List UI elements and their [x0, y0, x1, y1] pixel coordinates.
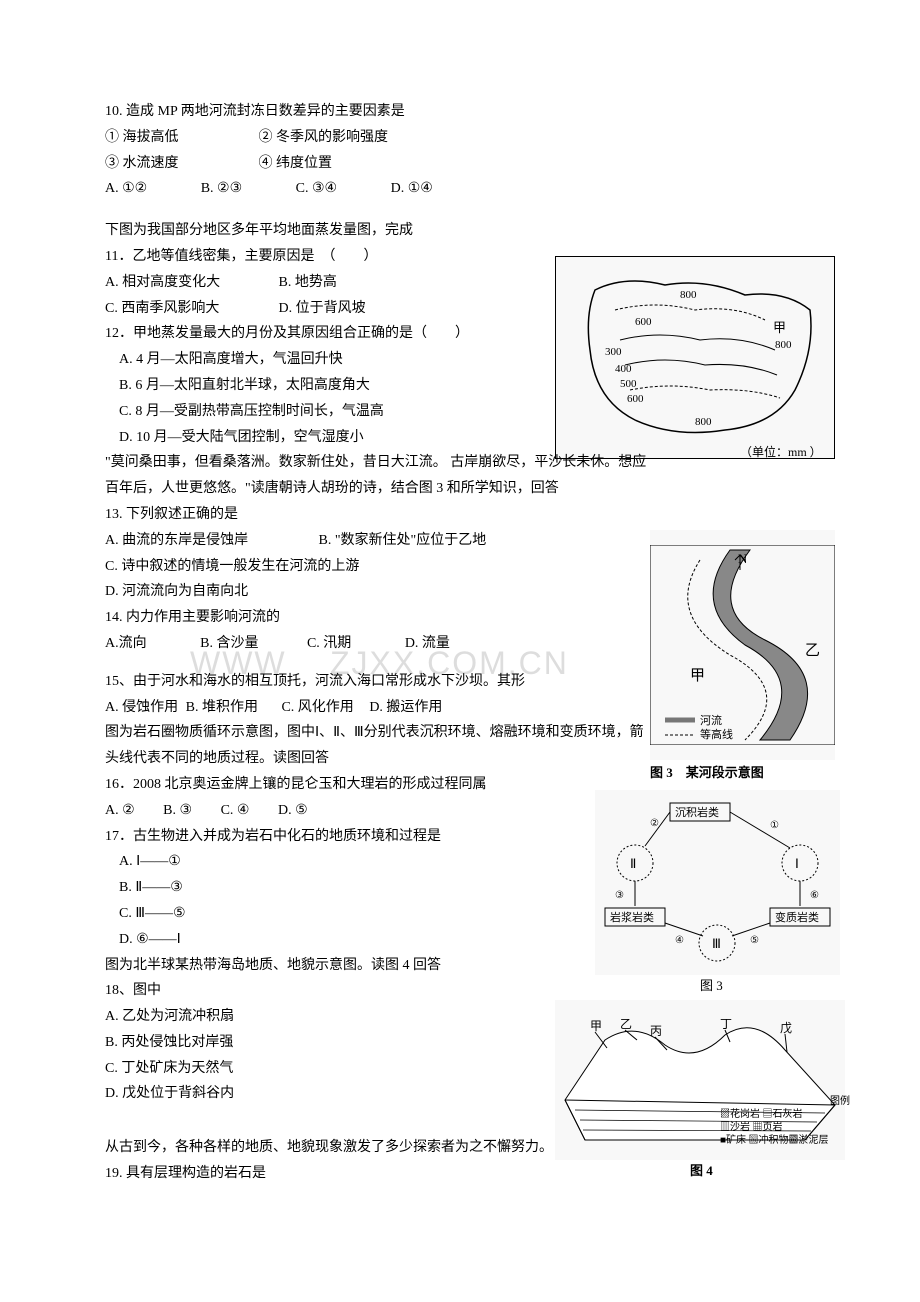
q17-a: A. Ⅰ——①: [105, 850, 840, 874]
q11-b: B. 地势高: [279, 275, 337, 290]
q12-a: A. 4 月—太阳高度增大，气温回升快: [105, 348, 555, 372]
q11-d: D. 位于背风坡: [279, 301, 366, 316]
poem1: "莫问桑田事，但看桑落洲。数家新住处，昔日大江流。 古岸崩欲尽，平沙长未休。想应: [105, 451, 840, 475]
q10-b: B. ②③: [201, 177, 242, 201]
evap-block: 下图为我国部分地区多年平均地面蒸发量图，完成 11．乙地等值线密集，主要原因是 …: [105, 219, 840, 451]
q10-c: C. ③④: [296, 177, 337, 201]
q19-stem: 19. 具有层理构造的岩石是: [105, 1162, 840, 1186]
q13-c: C. 诗中叙述的情境一般发生在河流的上游: [105, 555, 840, 579]
q13-ab: A. 曲流的东岸是侵蚀岸 B. "数家新住处"应位于乙地: [105, 529, 840, 553]
q12-c: C. 8 月—受副热带高压控制时间长，气温高: [105, 400, 555, 424]
q10-a: A. ①②: [105, 177, 147, 201]
cycle1: 图为岩石圈物质循环示意图，图中Ⅰ、Ⅱ、Ⅲ分别代表沉积环境、熔融环境和变质环境，箭: [105, 721, 840, 745]
q16-b: B. ③: [163, 799, 192, 823]
q13-b: B. "数家新住处"应位于乙地: [319, 533, 487, 548]
q10-conditions: ① 海拔高低 ② 冬季风的影响强度: [105, 126, 840, 150]
q13-a: A. 曲流的东岸是侵蚀岸: [105, 529, 315, 553]
q15-d: D. 搬运作用: [369, 696, 442, 720]
q10-c2: ② 冬季风的影响强度: [259, 130, 389, 145]
outro: 从古到今，各种各样的地质、地貌现象激发了多少探索者为之不懈努力。: [105, 1136, 840, 1160]
q13-d: D. 河流流向为自南向北: [105, 580, 840, 604]
q14-opts: A.流向 B. 含沙量 C. 汛期 D. 流量: [105, 632, 840, 656]
poem2: 百年后，人世更悠悠。"读唐朝诗人胡玢的诗，结合图 3 和所学知识，回答: [105, 477, 840, 501]
q15-c: C. 风化作用: [281, 696, 353, 720]
q17-c: C. Ⅲ——⑤: [105, 902, 840, 926]
q16-stem: 16．2008 北京奥运金牌上镶的昆仑玉和大理岩的形成过程同属: [105, 773, 840, 797]
q18-a: A. 乙处为河流冲积扇: [105, 1005, 840, 1029]
q10-options: A. ①② B. ②③ C. ③④ D. ①④: [105, 177, 840, 201]
island-intro: 图为北半球某热带海岛地质、地貌示意图。读图 4 回答: [105, 954, 840, 978]
q11-c: C. 西南季风影响大: [105, 297, 275, 321]
q16-opts: A. ② B. ③ C. ④ D. ⑤: [105, 799, 840, 823]
q10-c1: ① 海拔高低: [105, 126, 255, 150]
q14-d: D. 流量: [405, 632, 450, 656]
q16-a: A. ②: [105, 799, 135, 823]
q11-stem: 11．乙地等值线密集，主要原因是 （ ）: [105, 245, 555, 269]
q14-a: A.流向: [105, 632, 147, 656]
q15-b: B. 堆积作用: [186, 696, 258, 720]
q15-stem: 15、由于河水和海水的相互顶托，河流入海口常形成水下沙坝。其形: [105, 670, 840, 694]
q16-d: D. ⑤: [278, 799, 308, 823]
q10-d: D. ①④: [391, 177, 433, 201]
q17-d: D. ⑥——Ⅰ: [105, 928, 840, 952]
q18-stem: 18、图中: [105, 979, 840, 1003]
q12-d: D. 10 月—受大陆气团控制，空气湿度小: [105, 426, 555, 450]
q15-opts: A. 侵蚀作用 B. 堆积作用 C. 风化作用 D. 搬运作用: [105, 696, 840, 720]
q14-b: B. 含沙量: [200, 632, 258, 656]
q13-stem: 13. 下列叙述正确的是: [105, 503, 840, 527]
q16-c: C. ④: [221, 799, 250, 823]
q18-d: D. 戊处位于背斜谷内: [105, 1082, 840, 1106]
q11-ab: A. 相对高度变化大 B. 地势高: [105, 271, 555, 295]
q18-c: C. 丁处矿床为天然气: [105, 1057, 840, 1081]
q17-stem: 17．古生物进入并成为岩石中化石的地质环境和过程是: [105, 825, 840, 849]
q18-b: B. 丙处侵蚀比对岸强: [105, 1031, 840, 1055]
q12-stem: 12．甲地蒸发量最大的月份及其原因组合正确的是（ ）: [105, 322, 555, 346]
q15-a: A. 侵蚀作用: [105, 696, 178, 720]
q10-conditions2: ③ 水流速度 ④ 纬度位置: [105, 152, 840, 176]
q17-b: B. Ⅱ——③: [105, 876, 840, 900]
q10-stem: 10. 造成 MP 两地河流封冻日数差异的主要因素是: [105, 100, 840, 124]
q10-c4: ④ 纬度位置: [259, 156, 333, 171]
q11-cd: C. 西南季风影响大 D. 位于背风坡: [105, 297, 555, 321]
q12-b: B. 6 月—太阳直射北半球，太阳高度角大: [105, 374, 555, 398]
q11-a: A. 相对高度变化大: [105, 271, 275, 295]
q14-c: C. 汛期: [307, 632, 351, 656]
q14-stem: 14. 内力作用主要影响河流的: [105, 606, 840, 630]
q10-c3: ③ 水流速度: [105, 152, 255, 176]
cycle2: 头线代表不同的地质过程。读图回答: [105, 747, 840, 771]
map-intro: 下图为我国部分地区多年平均地面蒸发量图，完成: [105, 219, 555, 243]
